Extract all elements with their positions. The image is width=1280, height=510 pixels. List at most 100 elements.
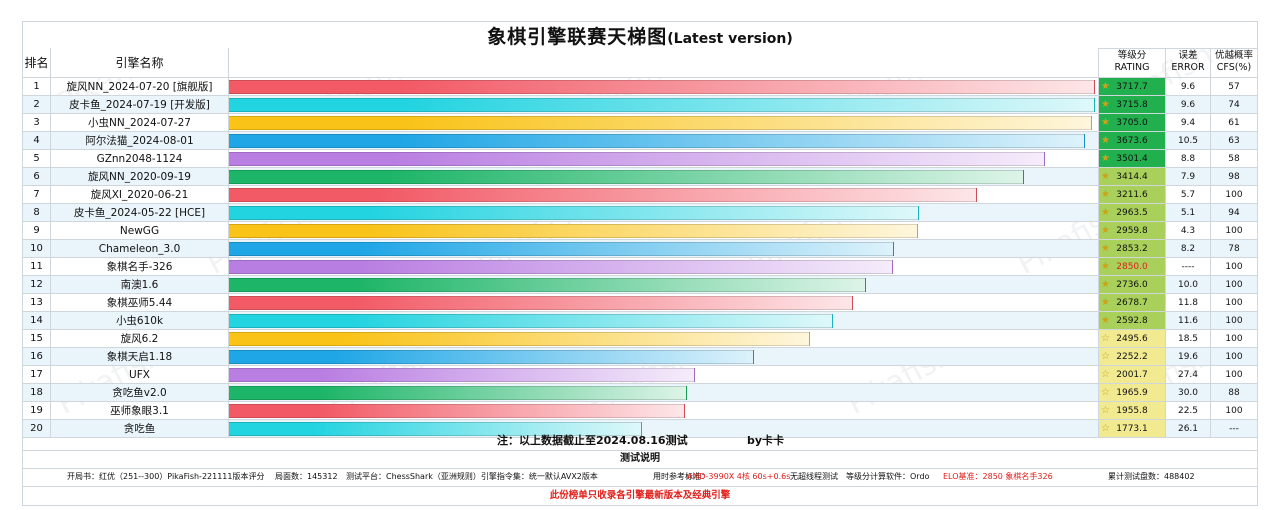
ladder-table: PikafishPikafishPikafishPikafishPikafish… [22,21,1258,506]
engine-name-cell: 象棋名手-326 [51,258,229,276]
engine-name-cell: 小虫NN_2024-07-27 [51,114,229,132]
cfs-cell: 100 [1211,186,1257,204]
star-icon: ★ [1101,207,1110,218]
error-cell: 5.1 [1166,204,1211,222]
error-cell: 8.8 [1166,150,1211,168]
bar-cell [229,366,1099,384]
bar-cell [229,420,1099,438]
header-error-en: ERROR [1171,62,1205,73]
header-rating: 等级分 RATING [1099,48,1166,78]
star-icon: ★ [1101,243,1110,254]
star-icon: ☆ [1101,351,1110,362]
error-cell: ---- [1166,258,1211,276]
rank-cell: 13 [23,294,51,312]
cfs-cell: 100 [1211,294,1257,312]
rating-cell: ★ 3705.0 [1099,114,1166,132]
rating-bar [229,80,1095,94]
rating-value: 2001.7 [1116,370,1148,380]
cfs-cell: 100 [1211,366,1257,384]
cfs-cell: 100 [1211,276,1257,294]
footer-opening: 开局书：红优（251--300）PikaFish-221111版本评分 [67,472,265,481]
rating-value: 2736.0 [1116,280,1148,290]
table-row: 10 Chameleon_3.0 ★ 2853.2 8.2 78 [23,240,1257,258]
bar-cell [229,168,1099,186]
footer-rating-software: 等级分计算软件：Ordo [846,472,930,481]
bar-cell [229,132,1099,150]
rank-cell: 19 [23,402,51,420]
rank-cell: 5 [23,150,51,168]
star-icon: ★ [1101,99,1110,110]
star-icon: ☆ [1101,369,1110,380]
engine-name-cell: 皮卡鱼_2024-05-22 [HCE] [51,204,229,222]
cfs-cell: 74 [1211,96,1257,114]
rating-cell: ☆ 1773.1 [1099,420,1166,438]
rating-cell: ★ 2963.5 [1099,204,1166,222]
rank-cell: 14 [23,312,51,330]
footer-bottom-note: 此份榜单只收录各引擎最新版本及经典引擎 [549,490,731,501]
rating-value: 3717.7 [1116,82,1148,92]
title-main: 象棋引擎联赛天梯图 [487,26,668,48]
header-bar-area [229,48,1099,78]
rank-cell: 16 [23,348,51,366]
table-row: 4 阿尔法猫_2024-08-01 ★ 3673.6 10.5 63 [23,132,1257,150]
bar-cell [229,348,1099,366]
error-cell: 26.1 [1166,420,1211,438]
rating-value: 2959.8 [1116,226,1148,236]
footer-games: 局面数：145312 [275,472,338,481]
title-sub: (Latest version) [667,31,793,47]
rating-cell: ☆ 2495.6 [1099,330,1166,348]
star-icon: ☆ [1101,405,1110,416]
table-row: 9 NewGG ★ 2959.8 4.3 100 [23,222,1257,240]
table-row: 16 象棋天启1.18 ☆ 2252.2 19.6 100 [23,348,1257,366]
rank-cell: 6 [23,168,51,186]
footer-time-label: 用时参考标准： [653,472,709,481]
error-cell: 7.9 [1166,168,1211,186]
engine-name-cell: 旋风XI_2020-06-21 [51,186,229,204]
bar-cell [229,150,1099,168]
engine-name-cell: Chameleon_3.0 [51,240,229,258]
error-cell: 10.0 [1166,276,1211,294]
rank-cell: 18 [23,384,51,402]
header-rating-cn: 等级分 [1117,50,1147,61]
rating-value: 1955.8 [1116,406,1148,416]
cfs-cell: 100 [1211,222,1257,240]
engine-name-cell: 皮卡鱼_2024-07-19 [开发版] [51,96,229,114]
header-cfs-en: CFS(%) [1216,62,1252,73]
bar-cell [229,330,1099,348]
rating-value: 3715.8 [1116,100,1148,110]
engine-name-cell: 象棋巫师5.44 [51,294,229,312]
rating-bar [229,98,1095,112]
cfs-cell: 78 [1211,240,1257,258]
error-cell: 8.2 [1166,240,1211,258]
star-icon: ★ [1101,315,1110,326]
rank-cell: 7 [23,186,51,204]
rating-value: 3414.4 [1116,172,1148,182]
rating-cell: ★ 2678.7 [1099,294,1166,312]
table-row: 5 GZnn2048-1124 ★ 3501.4 8.8 58 [23,150,1257,168]
rating-bar [229,116,1092,130]
rating-cell: ☆ 2001.7 [1099,366,1166,384]
rating-value: 3211.6 [1116,190,1148,200]
error-cell: 11.6 [1166,312,1211,330]
header-cfs: 优越概率 CFS(%) [1211,48,1257,78]
cfs-cell: 61 [1211,114,1257,132]
bar-cell [229,240,1099,258]
chart-title: 象棋引擎联赛天梯图(Latest version) [23,22,1257,49]
rank-cell: 10 [23,240,51,258]
error-cell: 11.8 [1166,294,1211,312]
error-cell: 5.7 [1166,186,1211,204]
engine-name-cell: 贪吃鱼 [51,420,229,438]
rating-cell: ☆ 2252.2 [1099,348,1166,366]
rating-cell: ☆ 1955.8 [1099,402,1166,420]
star-icon: ★ [1101,117,1110,128]
engine-name-cell: GZnn2048-1124 [51,150,229,168]
cfs-cell: 63 [1211,132,1257,150]
table-row: 3 小虫NN_2024-07-27 ★ 3705.0 9.4 61 [23,114,1257,132]
cfs-cell: --- [1211,420,1257,438]
table-row: 17 UFX ☆ 2001.7 27.4 100 [23,366,1257,384]
star-icon: ☆ [1101,333,1110,344]
rating-value: 2252.2 [1116,352,1148,362]
header-error-cn: 误差 [1178,50,1198,61]
footer-by: by卡卡 [747,434,785,447]
engine-name-cell: 象棋天启1.18 [51,348,229,366]
